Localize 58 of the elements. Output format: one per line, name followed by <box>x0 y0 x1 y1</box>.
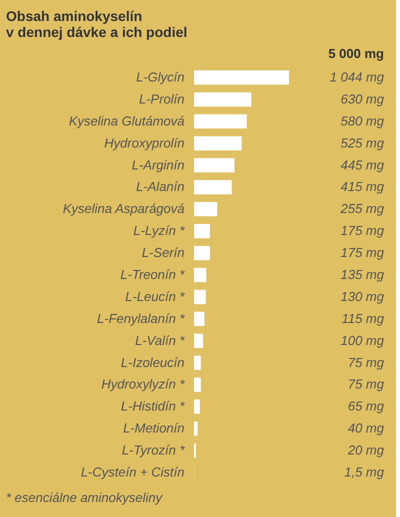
bar <box>194 290 206 304</box>
data-label: 580 mg <box>340 113 385 128</box>
y-tick-label: L-Izoleucín <box>120 354 184 370</box>
bar <box>194 180 232 194</box>
y-tick-label: L-Glycín <box>136 70 184 85</box>
y-tick-label: L-Tyrozín * <box>122 442 186 458</box>
data-label: 20 mg <box>346 442 385 458</box>
y-tick-label: L-Prolín <box>138 91 184 106</box>
bar <box>194 92 252 107</box>
y-tick-label: L-Metionín <box>123 420 184 436</box>
data-label: 525 mg <box>340 135 385 150</box>
data-label: 130 mg <box>340 288 385 304</box>
chart-title: Obsah aminokyselín v dennej dávke a ich podiel <box>6 8 188 40</box>
y-tick-label: L-Lyzín * <box>133 223 186 238</box>
bar <box>194 202 218 216</box>
data-label: 1 044 mg <box>330 70 385 85</box>
y-tick-label: L-Arginín <box>132 157 184 172</box>
bar <box>194 246 210 260</box>
bar <box>194 114 247 129</box>
data-label: 115 mg <box>342 310 385 326</box>
bar <box>194 312 204 326</box>
bar <box>194 356 201 370</box>
data-label: 445 mg <box>340 157 385 172</box>
y-tick-label: L-Cysteín + Cistín <box>80 464 184 480</box>
data-label: 175 mg <box>340 245 385 260</box>
text: * esenciálne aminokyseliny <box>6 490 164 505</box>
data-label: 65 mg <box>348 398 385 414</box>
text: 5 000 mg <box>328 46 384 61</box>
bar <box>194 224 210 238</box>
data-label: 75 mg <box>348 376 385 392</box>
y-tick-label: L-Treonín * <box>120 267 186 282</box>
y-tick-label: L-Alanín <box>136 179 184 194</box>
data-label: 415 mg <box>340 179 385 194</box>
data-label: 75 mg <box>348 354 385 370</box>
bar <box>194 400 200 414</box>
data-label: 135 mg <box>340 267 385 282</box>
y-tick-label: Kyselina Glutámová <box>68 113 184 128</box>
data-label: 255 mg <box>340 201 385 216</box>
y-tick-label: Kyselina Asparágová <box>62 201 184 216</box>
y-tick-label: L-Leucín * <box>125 288 186 304</box>
bar <box>194 70 289 85</box>
bar <box>194 268 206 282</box>
data-label: 1,5 mg <box>344 464 385 480</box>
bar <box>194 158 234 172</box>
y-tick-label: L-Serín <box>142 245 184 260</box>
bar <box>194 378 201 392</box>
y-tick-label: Hydroxylyzín * <box>101 376 186 392</box>
y-tick-label: L-Histidín * <box>120 398 186 414</box>
data-label: 100 mg <box>340 332 385 348</box>
data-label: 40 mg <box>348 420 385 436</box>
data-label: 630 mg <box>340 91 385 106</box>
data-label: 175 mg <box>340 223 385 238</box>
y-tick-label: L-Valín * <box>135 332 186 348</box>
bar <box>194 421 198 436</box>
bar <box>194 334 204 348</box>
bar <box>194 136 242 150</box>
y-tick-label: Hydroxyprolín <box>104 135 184 150</box>
y-tick-label: L-Fenylalanín * <box>97 310 186 326</box>
